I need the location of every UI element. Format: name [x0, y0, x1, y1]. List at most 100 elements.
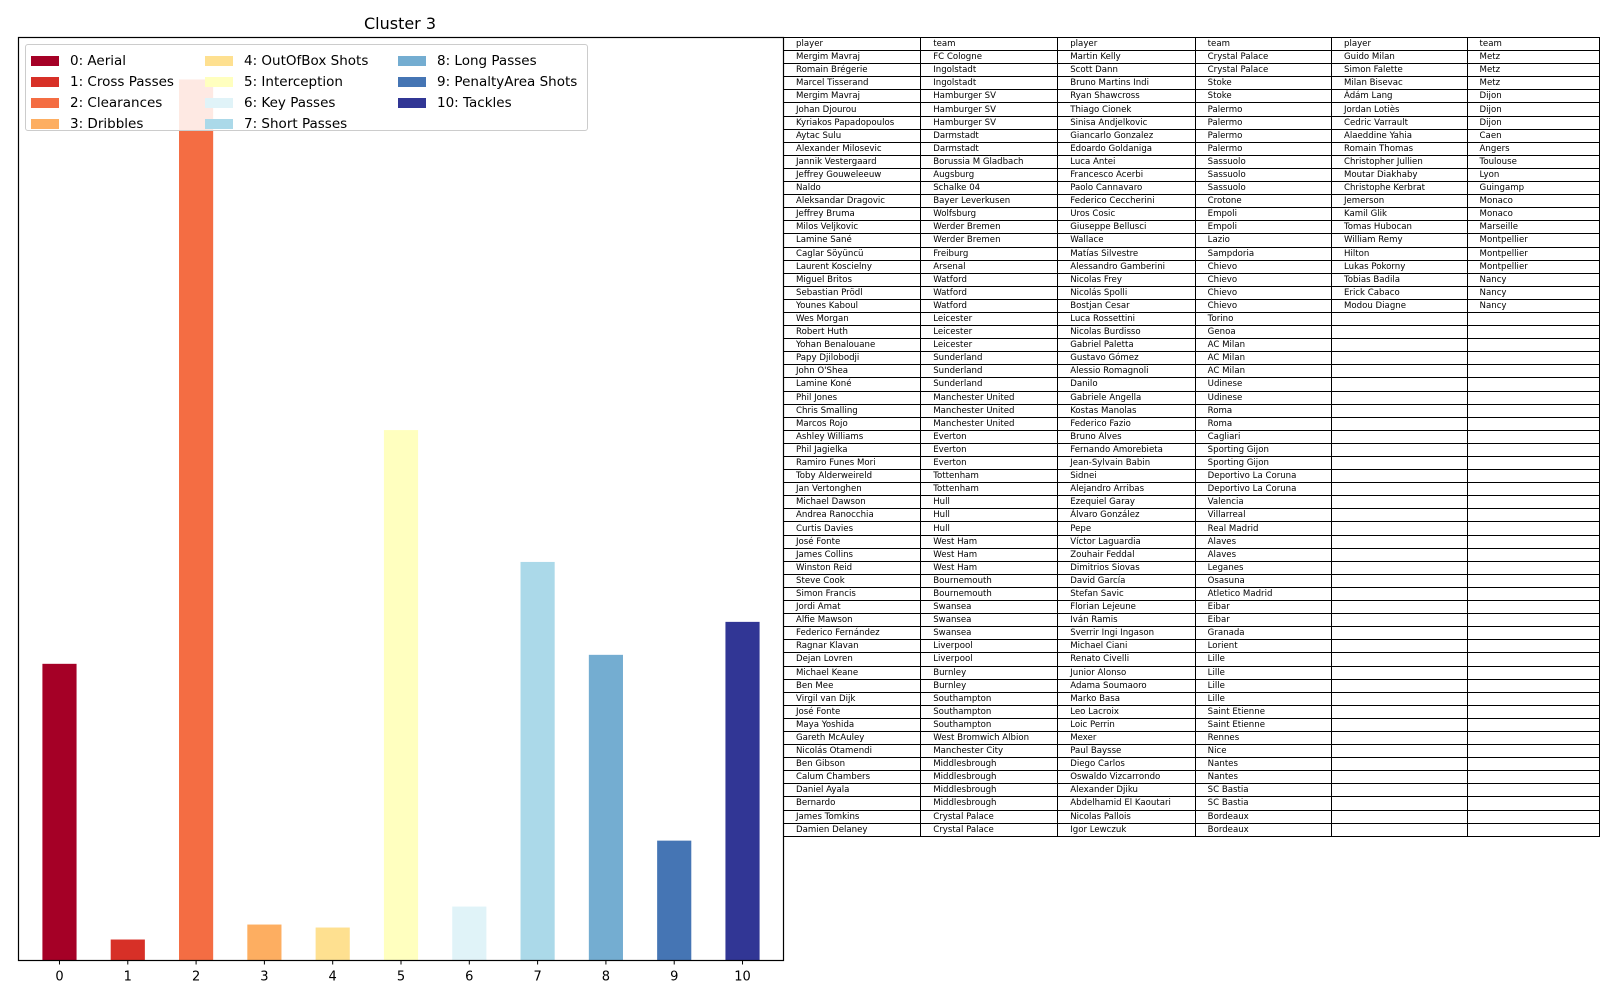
table-cell — [1466, 730, 1600, 746]
table-cell: Schalke 04 — [920, 181, 1059, 196]
table-row: Marcel Tisserand Ingolstadt Bruno Martins … — [782, 76, 1600, 91]
table-cell: Damien Delaney — [782, 822, 922, 837]
table-cell: Watford — [920, 298, 1059, 313]
table-cell: Jannik Vestergaard — [782, 154, 922, 169]
table-cell: Aytac Sulu — [782, 128, 922, 143]
table-cell: Alaeddine Yahia — [1330, 128, 1468, 143]
table-cell: Manchester United — [920, 390, 1059, 405]
table-cell: Álvaro González — [1057, 508, 1196, 523]
table-cell — [1466, 717, 1600, 732]
x-tick-label: 8 — [602, 970, 610, 985]
table-cell: Naldo — [782, 181, 922, 196]
table-cell: Scott Dann — [1057, 63, 1196, 78]
table-cell: Matías Silvestre — [1057, 246, 1196, 261]
table-cell: Milan Bisevac — [1330, 76, 1468, 91]
table-cell: Lukas Pokorny — [1330, 259, 1468, 274]
legend-item: 0: Aerial — [31, 50, 174, 71]
x-tick-label: 2 — [192, 970, 200, 985]
table-cell — [1466, 757, 1600, 772]
table-cell: Federico Fazio — [1057, 416, 1196, 431]
table-cell: Nicolás Otamendi — [782, 744, 922, 759]
table-cell: Giancarlo Gonzalez — [1057, 128, 1196, 143]
table-cell: Leicester — [920, 325, 1059, 340]
table-cell: Alexander Milosevic — [782, 141, 922, 156]
table-cell: Mergim Mavraj — [782, 89, 922, 104]
table-row: Michael Dawson Hull Ezequiel Garay Valencia — [782, 495, 1600, 510]
x-tick-label: 1 — [124, 970, 132, 985]
legend-label: 2: Clearances — [70, 94, 163, 111]
legend-item: 7: Short Passes — [205, 113, 368, 134]
table-row: Ashley Williams Everton Bruno Alves Cagliar… — [782, 429, 1600, 444]
table-cell: Udinese — [1194, 377, 1332, 392]
table-cell: Marcel Tisserand — [782, 76, 922, 91]
table-cell: Monaco — [1466, 194, 1600, 209]
table-cell — [1466, 338, 1600, 353]
table-cell: James Collins — [782, 547, 922, 562]
table-cell — [1466, 639, 1600, 654]
table-cell — [1466, 770, 1600, 785]
table-cell: Angers — [1466, 141, 1600, 156]
table-row: Jeffrey Gouweleeuw Augsburg Francesco Acer… — [782, 167, 1600, 183]
table-cell: Bournemouth — [920, 573, 1059, 588]
table-cell: Leo Lacroix — [1057, 704, 1196, 719]
table-cell: Palermo — [1194, 141, 1332, 156]
table-cell: Lazio — [1194, 233, 1332, 248]
legend-column: 0: Aerial 1: Cross Passes 2: Clearances 3: … — [31, 50, 174, 134]
table-row: Papy Djilobodji Sunderland Gustavo Gómez AC… — [782, 351, 1600, 366]
table-cell: Burnley — [920, 678, 1059, 693]
table-cell: Alejandro Arribas — [1057, 482, 1196, 497]
table-cell — [1466, 783, 1600, 798]
table-cell: Caglar Söyüncü — [782, 246, 922, 261]
table-row: Jannik Vestergaard Borussia M Gladbach Luc… — [782, 154, 1600, 169]
table-cell: Arsenal — [920, 259, 1059, 274]
table-cell: Manchester City — [920, 744, 1059, 759]
table-cell: Guido Milan — [1330, 50, 1468, 65]
legend-label: 9: PenaltyArea Shots — [437, 73, 578, 90]
table-row: James Collins West Ham Zouhair Feddal Alave… — [782, 547, 1600, 562]
table-cell — [1330, 678, 1468, 693]
table-cell: Real Madrid — [1194, 521, 1332, 536]
table-cell: Sporting Gijon — [1194, 455, 1332, 471]
table-cell — [1330, 455, 1468, 471]
table-cell: West Bromwich Albion — [920, 730, 1059, 746]
bar-1 — [110, 939, 145, 961]
table-cell: Monaco — [1466, 207, 1600, 222]
table-cell: Wolfsburg — [920, 207, 1059, 222]
x-tick-label: 6 — [465, 970, 473, 985]
table-cell — [1466, 390, 1600, 405]
table-cell — [1466, 744, 1600, 759]
table-cell: Nantes — [1194, 757, 1332, 772]
table-cell: Diego Carlos — [1057, 757, 1196, 772]
bar-8 — [588, 654, 623, 961]
table-cell: Lille — [1194, 665, 1332, 680]
table-cell: Ben Gibson — [782, 757, 922, 772]
table-cell — [1330, 613, 1468, 628]
table-cell — [1466, 429, 1600, 444]
table-cell — [1466, 586, 1600, 602]
table-row: Nicolás Otamendi Manchester City Paul Bays… — [782, 744, 1600, 759]
table-cell: Sidnei — [1057, 469, 1196, 484]
table-cell: Montpellier — [1466, 246, 1600, 261]
table-row: José Fonte Southampton Leo Lacroix Saint Et… — [782, 704, 1600, 719]
table-cell — [1466, 364, 1600, 379]
table-cell: Christophe Kerbrat — [1330, 181, 1468, 196]
table-cell — [1330, 482, 1468, 497]
table-cell: Hamburger SV — [920, 89, 1059, 104]
table-row: Romain Brégerie Ingolstadt Scott Dann Cryst… — [782, 63, 1600, 78]
table-row: Ragnar Klavan Liverpool Michael Ciani Lorie… — [782, 639, 1600, 654]
table-row: Aleksandar Dragovic Bayer Leverkusen Feder… — [782, 194, 1600, 209]
table-cell: Crystal Palace — [920, 809, 1059, 824]
x-tick-label: 5 — [397, 970, 405, 985]
table-row: Jeffrey Bruma Wolfsburg Uros Cosic Empoli Ka… — [782, 207, 1600, 222]
table-row: Virgil van Dijk Southampton Marko Basa Lill… — [782, 691, 1600, 706]
table-cell: Tottenham — [920, 469, 1059, 484]
table-cell: Marko Basa — [1057, 691, 1196, 706]
table-cell: Sebastian Prödl — [782, 285, 922, 300]
table-cell — [1330, 377, 1468, 392]
table-cell: Phil Jagielka — [782, 442, 922, 458]
bar-9 — [657, 840, 692, 961]
table-row: Caglar Söyüncü Freiburg Matías Silvestre Sa… — [782, 246, 1600, 261]
table-cell: Cagliari — [1194, 429, 1332, 444]
table-cell: Junior Alonso — [1057, 665, 1196, 680]
table-row: Federico Fernández Swansea Sverrir Ingi In… — [782, 626, 1600, 641]
